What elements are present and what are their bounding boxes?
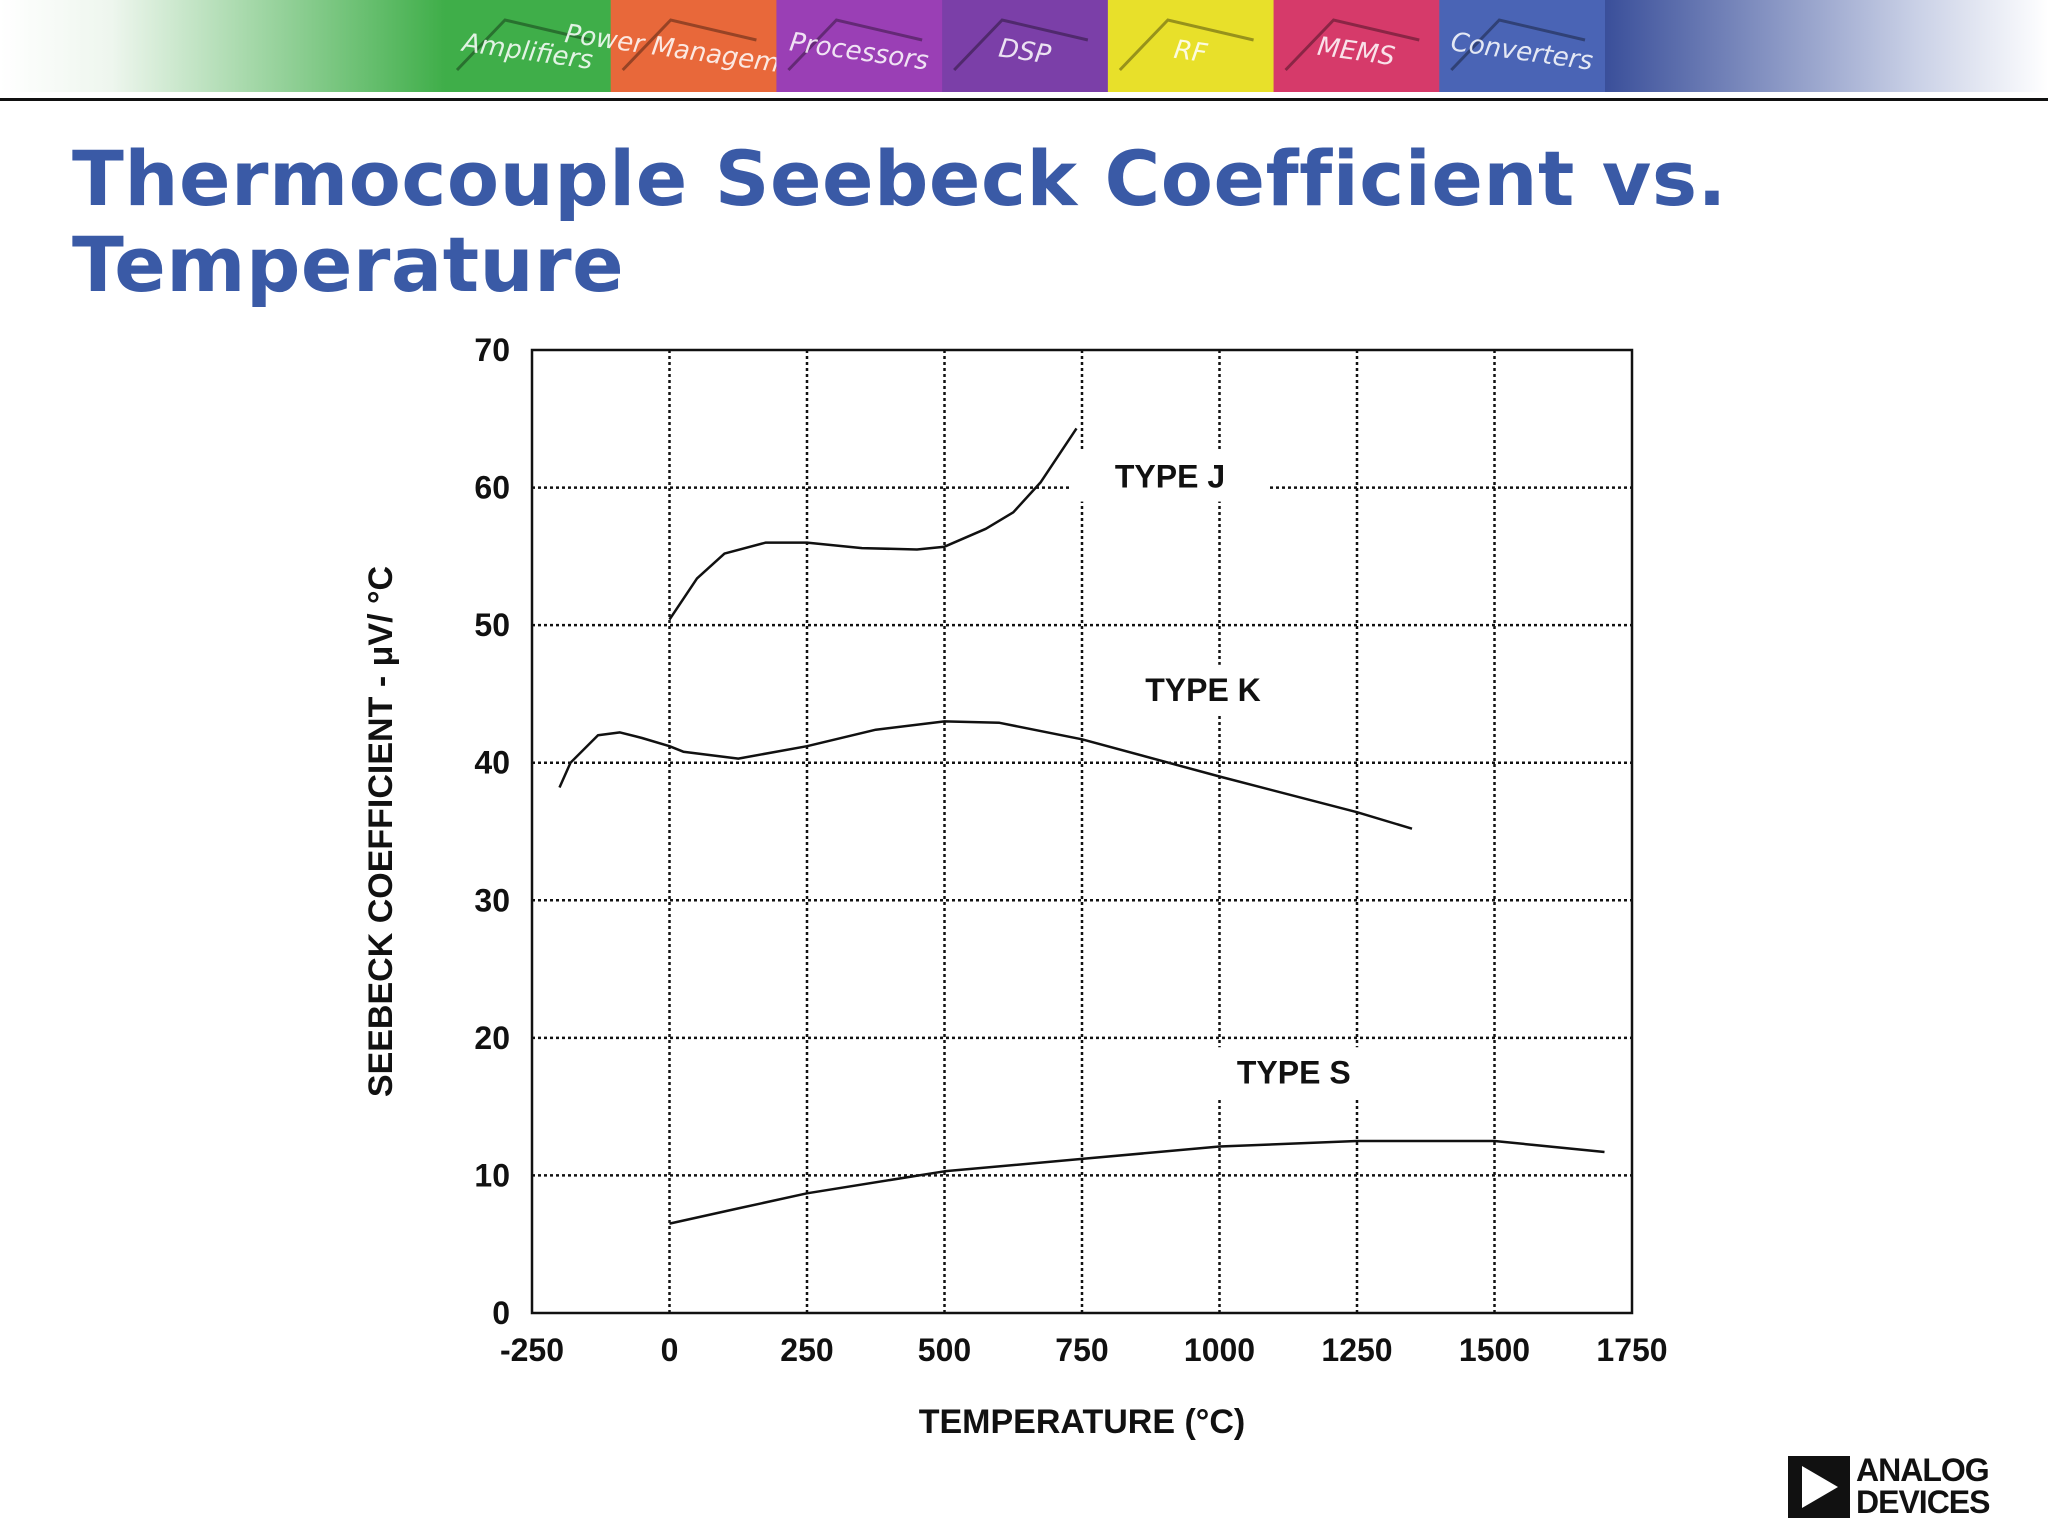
banner-segment-mems: MEMS (1273, 0, 1441, 92)
series-line-type-k (558, 720, 1413, 830)
x-tick-label: 750 (1055, 1332, 1108, 1368)
banner-segment-processors: Processors (776, 0, 944, 92)
banner-segment-label: RF (1172, 35, 1210, 69)
series-label-bg (1070, 451, 1270, 502)
series-label-type-s: TYPE S (1237, 1054, 1351, 1090)
series-labels: TYPE J TYPE K TYPE S (1070, 451, 1394, 1098)
x-tick-label: 1250 (1321, 1332, 1392, 1368)
x-axis-title: TEMPERATURE (°C) (919, 1403, 1246, 1441)
x-tick-label: 1000 (1184, 1332, 1255, 1368)
x-tick-label: -250 (500, 1332, 564, 1368)
banner-segment-label: DSP (997, 33, 1053, 70)
plot-frame (530, 348, 1634, 1315)
y-tick-label: 10 (474, 1157, 510, 1193)
y-tick-label: 70 (474, 332, 510, 368)
series-label-bg (1193, 1047, 1394, 1098)
series-label-bg (1103, 664, 1303, 715)
chart-grid (532, 350, 1632, 1313)
series-lines (558, 427, 1605, 1225)
series-label-type-k: TYPE K (1145, 672, 1261, 708)
header-rule (0, 98, 2048, 101)
tick-labels: -250 0 250 500 750 1000 1250 1500 17500102030405… (474, 332, 1667, 1368)
y-tick-label: 50 (474, 607, 510, 643)
series-line-type-j (668, 427, 1078, 621)
y-tick-label: 20 (474, 1020, 510, 1056)
x-tick-label: 0 (661, 1332, 679, 1368)
analog-devices-logo-mark (1788, 1456, 1850, 1518)
banner-segment-amplifiers: Amplifiers (445, 0, 612, 92)
logo-line-2: DEVICES (1856, 1484, 1990, 1520)
series-label-type-j: TYPE J (1115, 459, 1225, 495)
x-tick-label: 1750 (1596, 1332, 1667, 1368)
y-tick-label: 60 (474, 470, 510, 506)
analog-devices-logo: ANALOG DEVICES (1788, 1452, 1996, 1520)
y-tick-label: 40 (474, 745, 510, 781)
y-axis-title: SEEBECK COEFFICIENT - μV/ °C (362, 566, 400, 1097)
series-line-type-s (669, 1139, 1605, 1225)
y-tick-label: 0 (492, 1295, 510, 1331)
logo-text: ANALOG DEVICES (1856, 1452, 1990, 1520)
x-tick-label: 250 (780, 1332, 833, 1368)
x-tick-label: 500 (918, 1332, 971, 1368)
y-tick-label: 30 (474, 882, 510, 918)
logo-line-1: ANALOG (1856, 1452, 1990, 1488)
banner-segment-dsp: DSP (942, 0, 1109, 92)
banner-segment-converters: Converters (1439, 0, 1606, 92)
slide-title: Thermocouple Seebeck Coefficient vs. Tem… (72, 134, 1727, 309)
banner-segment-rf: RF (1107, 0, 1275, 92)
x-tick-label: 1500 (1459, 1332, 1530, 1368)
